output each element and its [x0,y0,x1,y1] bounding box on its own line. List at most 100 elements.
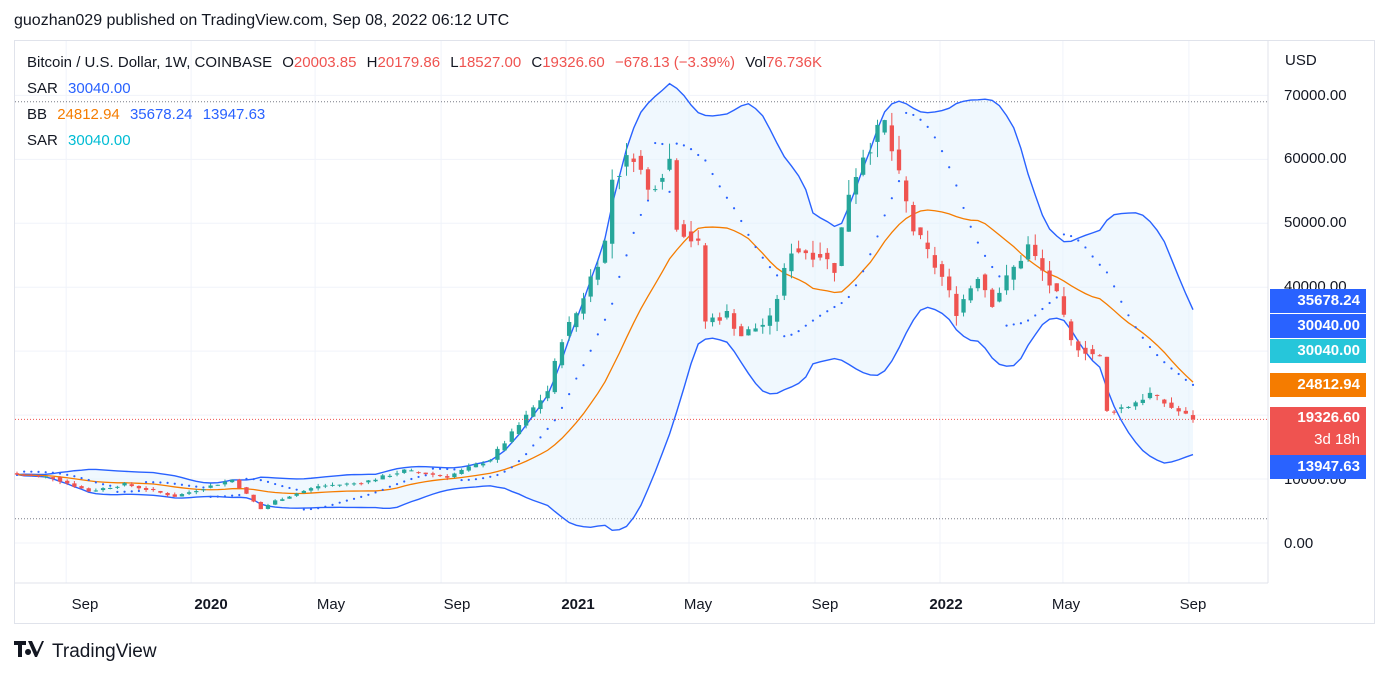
sar-dot [854,284,858,287]
sar-dot [130,490,133,493]
candle-body [904,180,909,202]
sar-dot [94,481,97,484]
candle-body [674,160,679,230]
legend-close-label: C [531,54,543,71]
candle-body [402,469,407,473]
sar-dot [403,480,406,483]
sar-dot [266,480,270,483]
candle-body [523,414,529,426]
candle-body [875,124,880,142]
sar-dot [331,503,334,507]
candle-body [1126,406,1131,409]
sar-dot [1134,326,1137,329]
candle-body [853,176,859,195]
candle-body [717,317,722,321]
sar-dot [481,477,485,480]
sar-dot [1062,233,1066,236]
sar-dot [689,147,693,151]
sar-dot [668,190,671,193]
legend-low: 18527.00 [458,54,522,71]
candle-body [1033,244,1038,257]
legend-bb-row[interactable]: BB 24812.94 35678.24 13947.63 [27,106,271,123]
price-tag-sar1: 30040.00 [1270,314,1366,338]
tradingview-logo[interactable]: TradingView [14,640,157,663]
candle-body [911,204,916,232]
candle-body [93,490,99,492]
sar-dot [1191,383,1195,387]
candle-body [272,500,278,505]
sar-dot [1141,336,1144,339]
sar-dot [66,473,69,476]
sar-dot [1084,246,1087,249]
sar-dot [309,507,313,511]
x-tick-label: 2020 [194,596,228,613]
sar-dot [532,444,535,447]
sar-dot [998,275,1001,278]
sar-dot [467,478,470,481]
sar-dot [1055,296,1058,299]
sar-dot [682,144,685,147]
sar-dot [697,153,700,157]
candle-body [215,484,220,486]
candle-body [280,499,285,501]
sar-dot [582,364,585,367]
candle-body [351,483,357,485]
legend-vol-label: Vol [745,54,767,71]
candle-body [638,155,644,170]
sar-dot [661,142,664,146]
sar-dot [890,197,893,200]
x-tick-label: 2021 [561,596,595,613]
sar-dot [704,159,707,162]
candle-body [301,490,306,494]
candle-body [344,483,350,485]
candle-body [186,492,192,494]
candle-body [610,179,615,244]
bollinger-basis-line [16,209,1194,495]
sar-dot [1041,307,1044,311]
candle-body [839,227,844,266]
legend-sar2-row[interactable]: SAR 30040.00 [27,132,137,149]
candle-body [509,431,514,442]
x-tick-label: May [683,596,713,613]
sar-dot [58,472,62,475]
candle-body [746,329,751,336]
sar-dot [646,199,650,202]
candle-body [430,473,436,475]
candle-body [1047,270,1052,286]
candle-body [1111,411,1117,413]
candle-body [882,120,887,133]
sar-dot [73,475,76,478]
sar-dot [876,235,879,238]
sar-dot [905,111,908,115]
candle-body [1061,296,1067,315]
candle-body [817,254,823,258]
candle-body [65,480,70,484]
legend-ohlc-row: Bitcoin / U.S. Dollar, 1W, COINBASE O200… [27,54,828,71]
candle-body [308,488,314,491]
legend-close: 19326.60 [542,54,605,71]
candle-body [667,158,672,170]
candle-body [925,242,930,250]
sar-dot [460,478,463,482]
publish-line: guozhan029 published on TradingView.com,… [14,12,510,29]
legend-sar1-row[interactable]: SAR 30040.00 [27,80,137,97]
currency-label[interactable]: USD [1285,52,1317,69]
candle-body [1176,408,1181,412]
sar-dot [1048,301,1051,305]
sar-dot [23,470,26,473]
legend-symbol[interactable]: Bitcoin / U.S. Dollar, 1W, COINBASE [27,54,273,71]
legend-sar2-value: 30040.00 [68,132,131,149]
candle-body [36,475,41,477]
legend-high: 20179.86 [377,54,441,71]
candle-body [1083,347,1088,354]
sar-dot [797,330,800,333]
sar-dot [725,196,729,199]
sar-dot [840,301,843,305]
sar-dot [259,478,262,482]
candle-body [1040,258,1045,271]
candle-body [1018,260,1024,269]
sar-dot [209,495,212,498]
x-tick-label: May [316,596,346,613]
sar-dot [869,253,872,256]
